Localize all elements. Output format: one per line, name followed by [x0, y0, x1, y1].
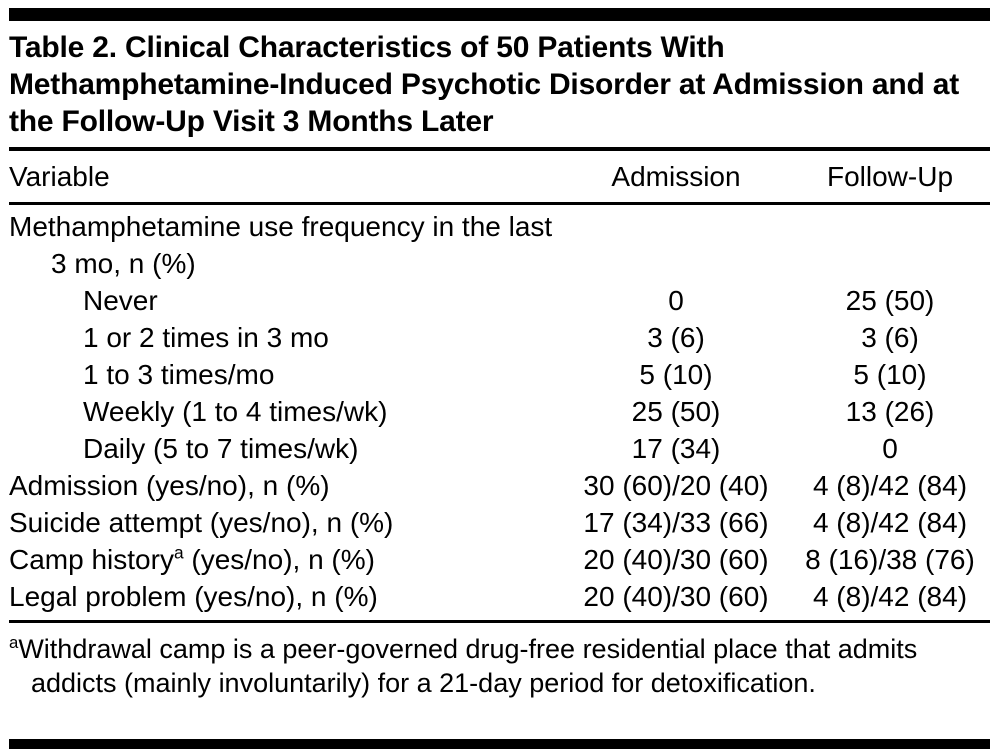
- followup-value: 4 (8)/42 (84): [812, 507, 968, 538]
- row-label: Suicide attempt (yes/no), n (%): [9, 507, 394, 538]
- row-label: 1 to 3 times/mo: [83, 359, 275, 390]
- row-label: Never: [83, 285, 158, 316]
- row-label: Daily (5 to 7 times/wk): [83, 433, 359, 464]
- bottom-rule: [9, 739, 990, 749]
- body-divider-rule: [9, 620, 990, 623]
- table-row: Methamphetamine use frequency in the las…: [9, 208, 990, 282]
- admission-value: 17 (34)/33 (66): [583, 507, 769, 538]
- footnote-text: Withdrawal camp is a peer-governed drug-…: [18, 634, 918, 698]
- followup-value: 5 (10): [853, 359, 927, 390]
- admission-value: 3 (6): [647, 322, 705, 353]
- table-row: 1 or 2 times in 3 mo 3 (6) 3 (6): [9, 319, 990, 356]
- table-row: Daily (5 to 7 times/wk) 17 (34) 0: [9, 430, 990, 467]
- followup-value: [790, 208, 990, 209]
- row-label: Weekly (1 to 4 times/wk): [83, 396, 388, 427]
- table-row: Legal problem (yes/no), n (%) 20 (40)/30 …: [9, 578, 990, 615]
- table-row: Camp historya (yes/no), n (%) 20 (40)/30 …: [9, 541, 990, 578]
- admission-value: 5 (10): [639, 359, 713, 390]
- table-row: 1 to 3 times/mo 5 (10) 5 (10): [9, 356, 990, 393]
- admission-value: 17 (34): [631, 433, 721, 464]
- row-label: Legal problem (yes/no), n (%): [9, 581, 378, 612]
- followup-value: 3 (6): [861, 322, 919, 353]
- footnote: aWithdrawal camp is a peer-governed drug…: [9, 623, 949, 710]
- admission-value: 25 (50): [631, 396, 721, 427]
- admission-value: 0: [668, 285, 684, 316]
- followup-value: 0: [882, 433, 898, 464]
- admission-value: 20 (40)/30 (60): [583, 581, 769, 612]
- table-title: Table 2. Clinical Characteristics of 50 …: [9, 31, 960, 138]
- footnote-reference: a: [173, 542, 184, 563]
- title-divider-rule: [9, 147, 990, 151]
- table-header-row: Variable Admission Follow-Up: [9, 151, 990, 202]
- followup-value: 13 (26): [845, 396, 935, 427]
- followup-value: 4 (8)/42 (84): [812, 470, 968, 501]
- table-row: Never 0 25 (50): [9, 282, 990, 319]
- row-label: Methamphetamine use frequency in the las…: [9, 211, 553, 279]
- footnote-marker: a: [9, 633, 19, 652]
- followup-value: 8 (16)/38 (76): [805, 544, 975, 575]
- row-label: 1 or 2 times in 3 mo: [83, 322, 329, 353]
- admission-value: [562, 208, 790, 209]
- column-header-admission: Admission: [611, 161, 741, 192]
- column-header-followup: Follow-Up: [826, 161, 954, 192]
- top-rule: [9, 8, 990, 21]
- row-label: Admission (yes/no), n (%): [9, 470, 330, 501]
- table-row: Weekly (1 to 4 times/wk) 25 (50) 13 (26): [9, 393, 990, 430]
- row-label: Camp historya (yes/no), n (%): [9, 542, 375, 575]
- admission-value: 30 (60)/20 (40): [583, 470, 769, 501]
- header-divider-rule: [9, 202, 990, 205]
- table-row: Suicide attempt (yes/no), n (%) 17 (34)/3…: [9, 504, 990, 541]
- table-row: Admission (yes/no), n (%) 30 (60)/20 (40)…: [9, 467, 990, 504]
- admission-value: 20 (40)/30 (60): [583, 544, 769, 575]
- column-header-variable: Variable: [9, 161, 110, 192]
- followup-value: 25 (50): [845, 285, 935, 316]
- followup-value: 4 (8)/42 (84): [812, 581, 968, 612]
- table-body: Methamphetamine use frequency in the las…: [9, 205, 990, 620]
